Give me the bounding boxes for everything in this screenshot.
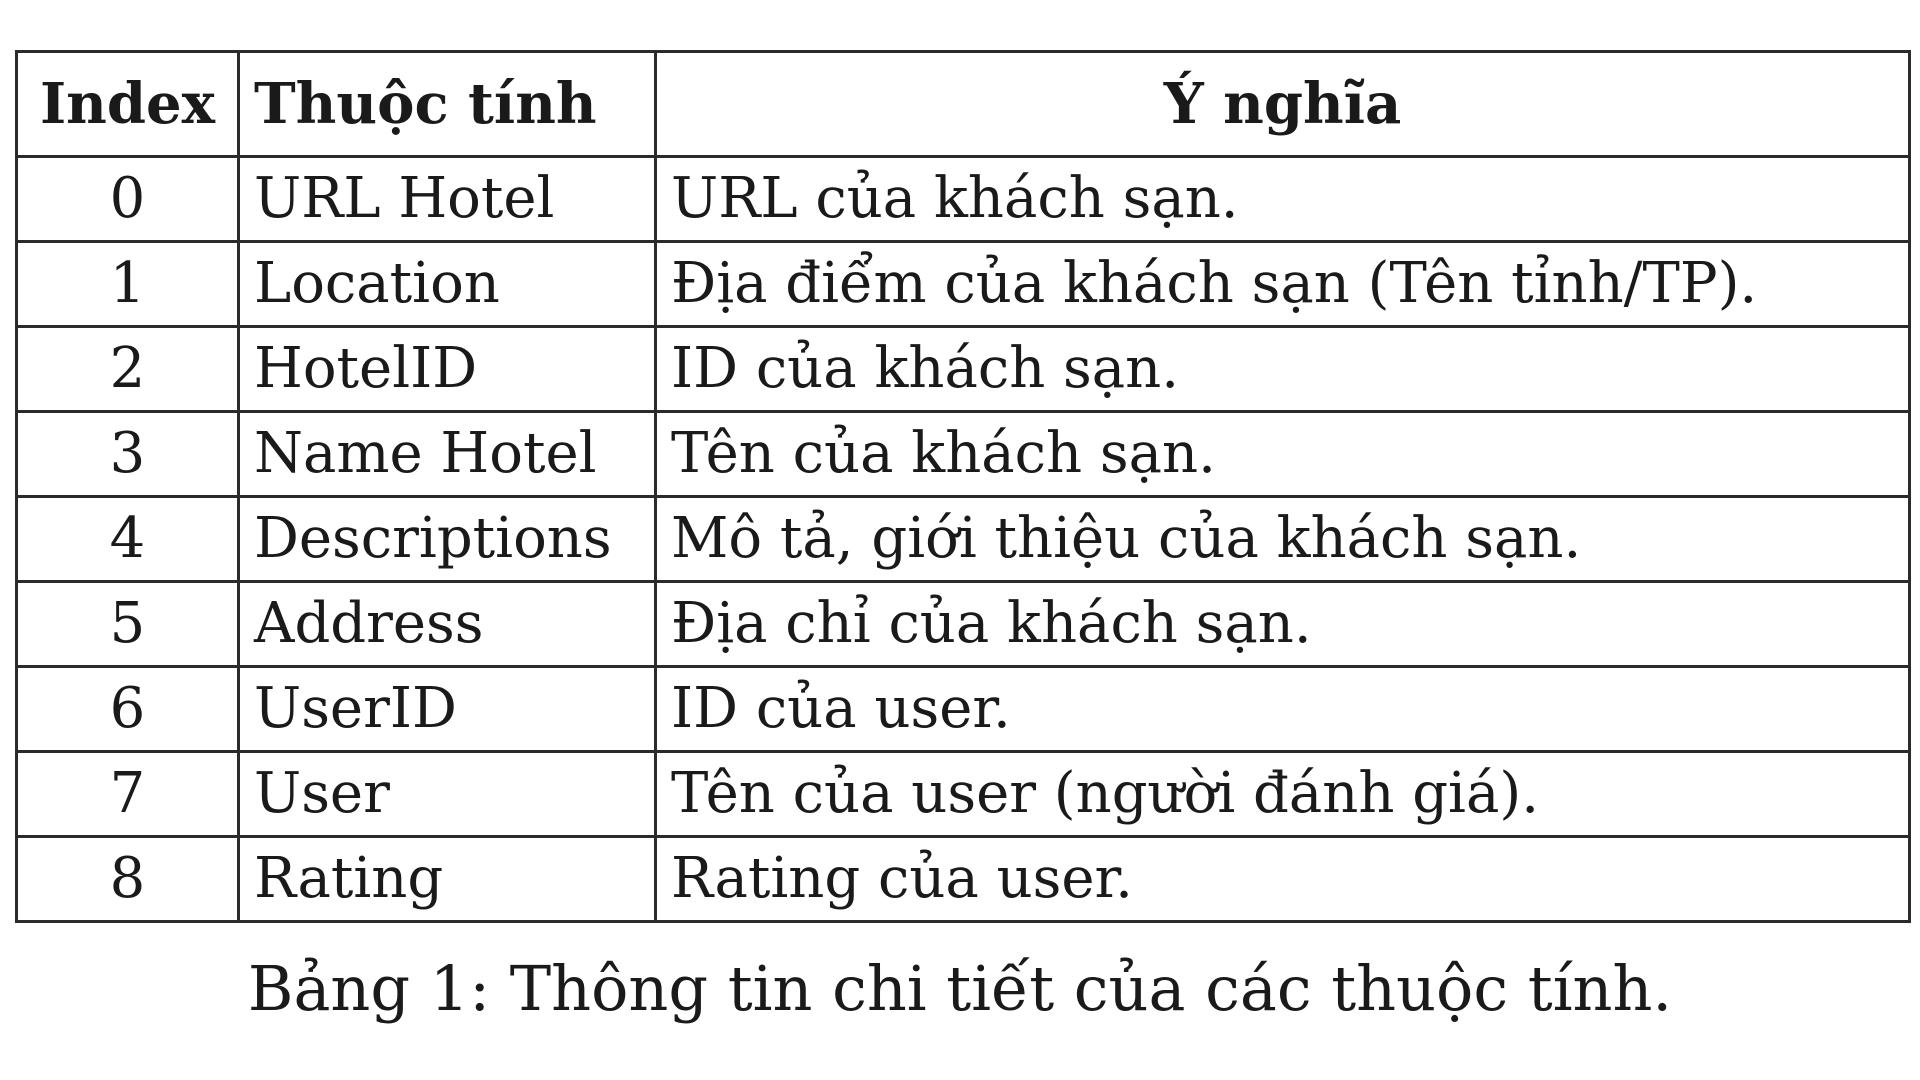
cell-meaning: Rating của user. bbox=[654, 835, 1911, 923]
table-row: 7 User Tên của user (người đánh giá). bbox=[15, 750, 1911, 838]
cell-attribute: Address bbox=[237, 580, 657, 668]
table-row: 6 UserID ID của user. bbox=[15, 665, 1911, 753]
table-body: 0 URL Hotel URL của khách sạn. 1 Locatio… bbox=[15, 155, 1911, 923]
cell-index: 0 bbox=[15, 155, 240, 243]
cell-index: 5 bbox=[15, 580, 240, 668]
attributes-table: Index Thuộc tính Ý nghĩa 0 URL Hotel URL… bbox=[15, 50, 1911, 923]
table-row: 8 Rating Rating của user. bbox=[15, 835, 1911, 923]
table-row: 1 Location Địa điểm của khách sạn (Tên t… bbox=[15, 240, 1911, 328]
cell-attribute: Name Hotel bbox=[237, 410, 657, 498]
cell-attribute: URL Hotel bbox=[237, 155, 657, 243]
table-header: Index Thuộc tính Ý nghĩa bbox=[15, 50, 1911, 158]
cell-meaning: Mô tả, giới thiệu của khách sạn. bbox=[654, 495, 1911, 583]
cell-meaning: ID của khách sạn. bbox=[654, 325, 1911, 413]
table-row: 4 Descriptions Mô tả, giới thiệu của khá… bbox=[15, 495, 1911, 583]
cell-index: 1 bbox=[15, 240, 240, 328]
table-row: 5 Address Địa chỉ của khách sạn. bbox=[15, 580, 1911, 668]
cell-attribute: Descriptions bbox=[237, 495, 657, 583]
cell-attribute: HotelID bbox=[237, 325, 657, 413]
cell-index: 4 bbox=[15, 495, 240, 583]
cell-attribute: UserID bbox=[237, 665, 657, 753]
table-row: 0 URL Hotel URL của khách sạn. bbox=[15, 155, 1911, 243]
table-caption: Bảng 1: Thông tin chi tiết của các thuộc… bbox=[247, 952, 1673, 1025]
cell-index: 3 bbox=[15, 410, 240, 498]
header-index: Index bbox=[15, 50, 240, 158]
table-row: 2 HotelID ID của khách sạn. bbox=[15, 325, 1911, 413]
cell-attribute: Location bbox=[237, 240, 657, 328]
cell-meaning: Tên của khách sạn. bbox=[654, 410, 1911, 498]
header-attribute: Thuộc tính bbox=[237, 50, 657, 158]
header-meaning: Ý nghĩa bbox=[654, 50, 1911, 158]
cell-index: 6 bbox=[15, 665, 240, 753]
cell-index: 8 bbox=[15, 835, 240, 923]
cell-meaning: Tên của user (người đánh giá). bbox=[654, 750, 1911, 838]
cell-index: 7 bbox=[15, 750, 240, 838]
cell-meaning: Địa chỉ của khách sạn. bbox=[654, 580, 1911, 668]
cell-attribute: Rating bbox=[237, 835, 657, 923]
cell-meaning: URL của khách sạn. bbox=[654, 155, 1911, 243]
cell-meaning: ID của user. bbox=[654, 665, 1911, 753]
header-row: Index Thuộc tính Ý nghĩa bbox=[15, 50, 1911, 158]
table-row: 3 Name Hotel Tên của khách sạn. bbox=[15, 410, 1911, 498]
cell-attribute: User bbox=[237, 750, 657, 838]
cell-index: 2 bbox=[15, 325, 240, 413]
cell-meaning: Địa điểm của khách sạn (Tên tỉnh/TP). bbox=[654, 240, 1911, 328]
